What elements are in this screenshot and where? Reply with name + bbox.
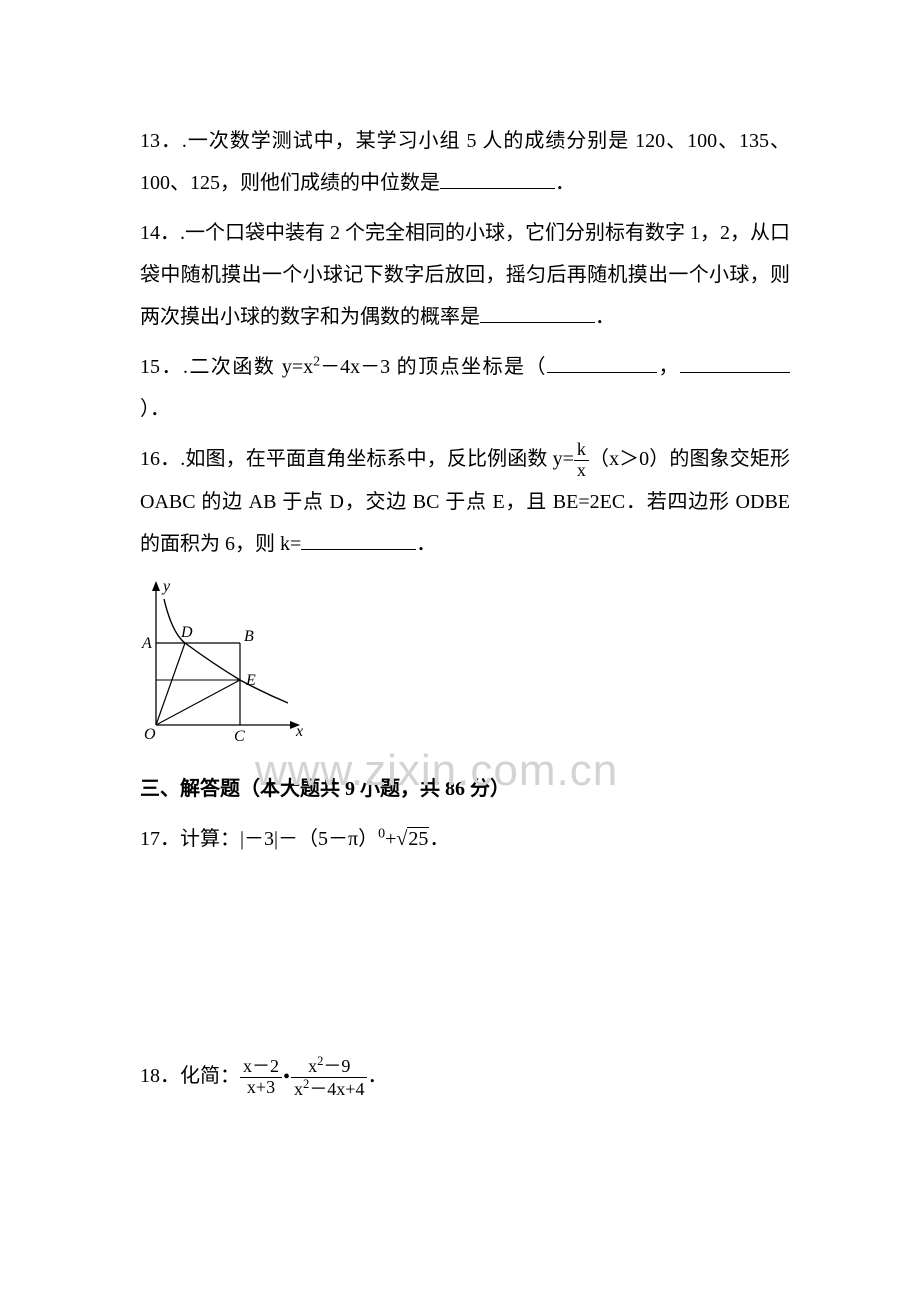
label-y: y <box>161 578 171 595</box>
q15-blank-1[interactable] <box>547 353 657 373</box>
watermark-text: www.zixin.com.cn <box>255 725 618 817</box>
q15-blank-2[interactable] <box>680 353 790 373</box>
label-D: D <box>180 624 193 641</box>
q17-radicand: 25 <box>407 827 429 850</box>
q16-number: 16 <box>140 448 160 470</box>
q16-blank[interactable] <box>301 530 416 550</box>
question-14: 14．.一个口袋中装有 2 个完全相同的小球，它们分别标有数字 1，2，从口袋中… <box>140 212 790 338</box>
q15-text-before-a: ．.二次函数 y=x <box>160 356 313 378</box>
q17-text-a: ．计算：|－3|－（5－π） <box>160 828 378 850</box>
q16-fraction: kx <box>574 440 589 481</box>
q13-blank[interactable] <box>440 169 555 189</box>
q14-text-after: ． <box>595 306 615 328</box>
q14-blank[interactable] <box>480 303 595 323</box>
q18-frac2-den-rest: －4x+4 <box>309 1079 364 1099</box>
q18-frac1-den: x+3 <box>240 1078 282 1098</box>
q15-number: 15 <box>140 356 160 378</box>
q18-expression: x－2 x+3 • x2－9 x2－4x+4 <box>240 1055 367 1100</box>
label-C: C <box>234 728 245 745</box>
q18-frac2-num: x2－9 <box>291 1055 367 1078</box>
q13-text-after: ． <box>555 172 575 194</box>
q18-frac2-num-x: x <box>308 1056 317 1076</box>
q15-text-before-b: －4x－3 的顶点坐标是（ <box>320 356 547 378</box>
sqrt-symbol: 25 <box>396 818 429 860</box>
q16-text-after: ． <box>416 533 436 555</box>
question-16: 16．.如图，在平面直角坐标系中，反比例函数 y=kx（x＞0）的图象交矩形 O… <box>140 438 790 565</box>
q15-text-after: ）． <box>140 398 170 420</box>
q15-mid: ， <box>657 356 680 378</box>
q17-text-after: ． <box>429 828 449 850</box>
q16-frac-den: x <box>574 461 589 481</box>
question-18: 18．化简： x－2 x+3 • x2－9 x2－4x+4 ． <box>140 1055 790 1100</box>
q18-text-a: ．化简： <box>160 1065 240 1087</box>
q14-number: 14 <box>140 222 160 244</box>
q18-number: 18 <box>140 1065 160 1087</box>
q18-frac-1: x－2 x+3 <box>240 1057 282 1098</box>
question-17: 17．计算：|－3|－（5－π）0+25． <box>140 818 790 860</box>
label-O: O <box>144 726 156 743</box>
q17-number: 17 <box>140 828 160 850</box>
q14-text-before: ．.一个口袋中装有 2 个完全相同的小球，它们分别标有数字 1，2，从口袋中随机… <box>140 222 790 328</box>
q18-frac1-num: x－2 <box>240 1057 282 1078</box>
q18-frac2-den-x: x <box>294 1079 303 1099</box>
label-B: B <box>244 628 254 645</box>
coordinate-diagram: y x A D B E O C <box>140 575 310 750</box>
label-A: A <box>141 635 152 652</box>
q16-text-a: ．.如图，在平面直角坐标系中，反比例函数 y= <box>160 448 574 470</box>
q16-frac-num: k <box>574 440 589 461</box>
q18-mid: • <box>282 1056 291 1098</box>
q17-text-b: + <box>385 828 396 850</box>
q18-frac2-num-rest: －9 <box>323 1056 350 1076</box>
q16-diagram-container: y x A D B E O C www.zixin.com.cn <box>140 575 790 750</box>
question-13: 13．.一次数学测试中，某学习小组 5 人的成绩分别是 120、100、135、… <box>140 120 790 204</box>
q18-frac-2: x2－9 x2－4x+4 <box>291 1055 367 1100</box>
label-E: E <box>245 672 256 689</box>
q18-text-after: ． <box>367 1065 387 1087</box>
q16-text-c: 的边 AB 于点 D，交边 BC 于点 E，且 BE=2EC．若四边形 ODBE… <box>140 491 790 555</box>
q13-number: 13 <box>140 130 160 152</box>
q18-frac2-den: x2－4x+4 <box>291 1078 367 1100</box>
question-15: 15．.二次函数 y=x2－4x－3 的顶点坐标是（，）． <box>140 346 790 430</box>
